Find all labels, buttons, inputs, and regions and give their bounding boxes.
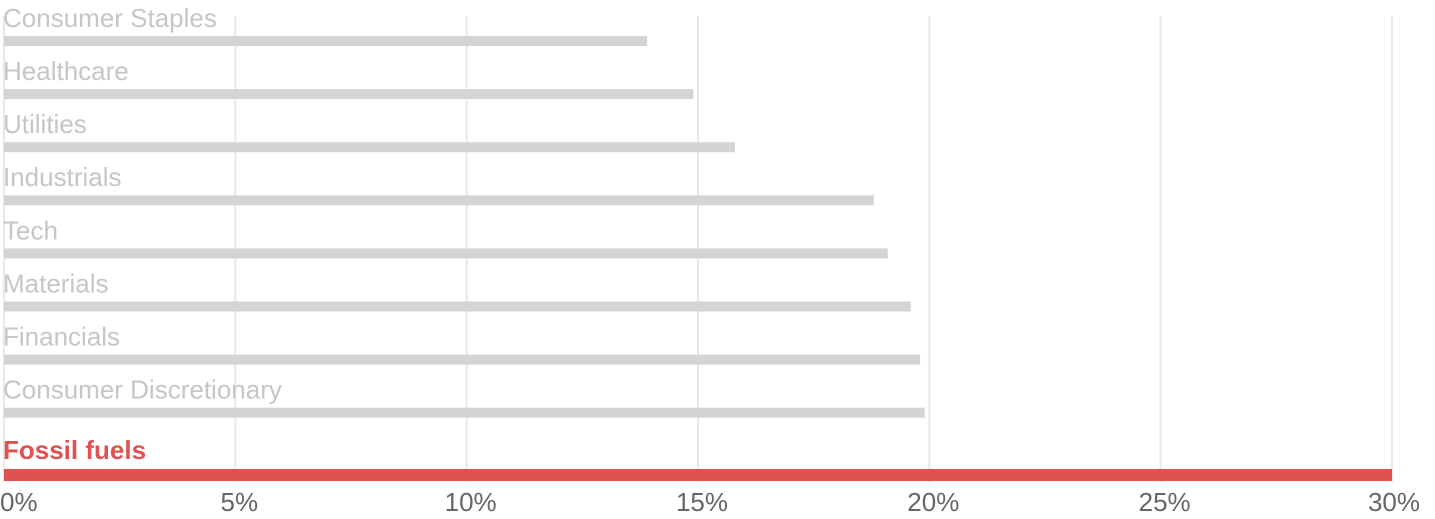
bar [4, 36, 648, 46]
x-tick-label: 10% [445, 487, 497, 517]
category-label: Healthcare [3, 56, 129, 86]
category-label: Utilities [3, 109, 87, 139]
category-label: Industrials [3, 162, 122, 192]
bar [4, 354, 921, 365]
bar [4, 301, 911, 312]
category-label: Tech [3, 215, 58, 245]
x-tick-label: 30% [1368, 487, 1420, 517]
category-label: Financials [3, 321, 120, 351]
x-tick-label: 0% [0, 487, 38, 517]
category-label: Consumer Discretionary [3, 375, 282, 405]
bar [4, 469, 1392, 481]
bar [4, 407, 925, 418]
x-tick-label: 15% [676, 487, 728, 517]
category-label: Consumer Staples [3, 3, 217, 33]
x-tick-label: 5% [221, 487, 259, 517]
x-tick-label: 20% [907, 487, 959, 517]
bar [4, 195, 874, 206]
category-label: Materials [3, 268, 108, 298]
category-label: Fossil fuels [3, 435, 146, 465]
x-tick-label: 25% [1139, 487, 1191, 517]
bar [4, 248, 888, 259]
bar [4, 89, 694, 100]
bar [4, 142, 736, 153]
